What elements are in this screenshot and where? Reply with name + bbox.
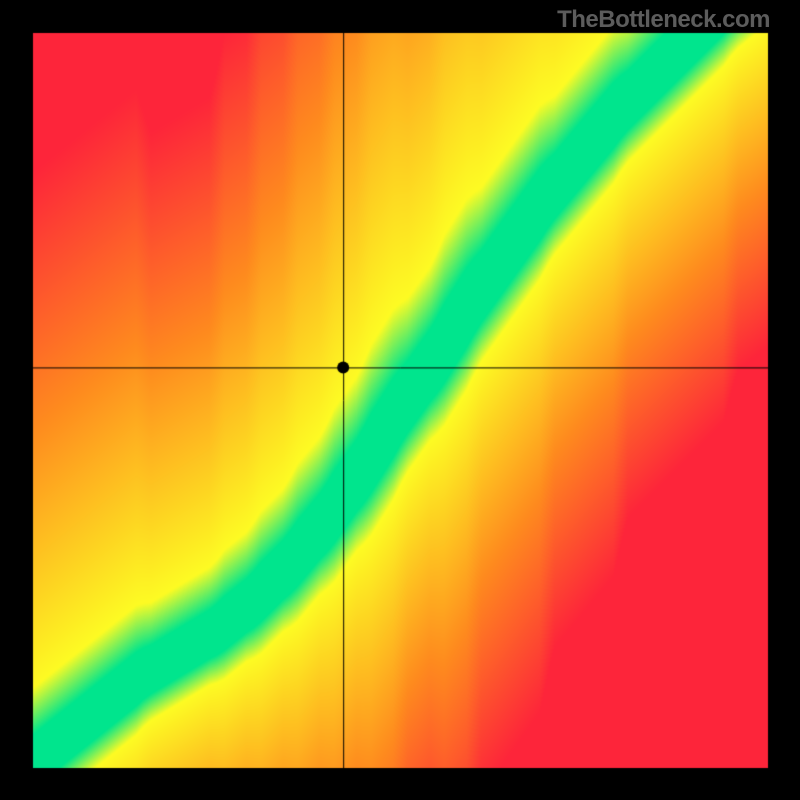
watermark-text: TheBottleneck.com xyxy=(557,6,770,34)
heatmap-plot xyxy=(0,0,800,800)
chart-container: { "watermark": "TheBottleneck.com", "wat… xyxy=(0,0,800,800)
